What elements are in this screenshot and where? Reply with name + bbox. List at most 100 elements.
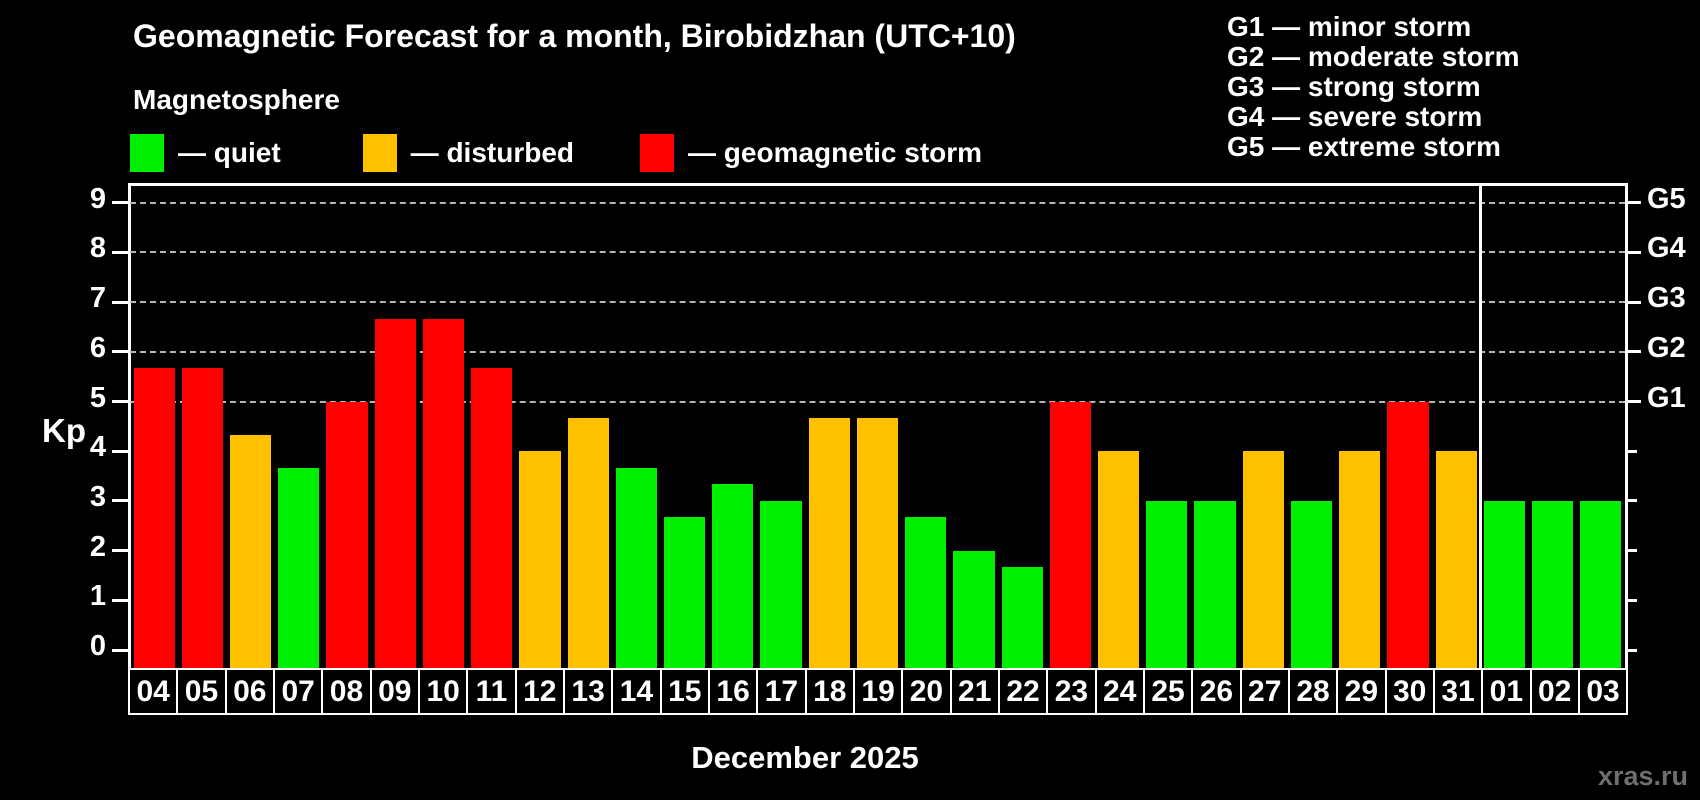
kp-bar-24: [1098, 451, 1140, 668]
date-cell-26: 26: [1193, 670, 1242, 713]
plot-area: [128, 183, 1628, 668]
date-cell-02: 02: [1532, 670, 1580, 713]
y-tick-7: [112, 300, 130, 304]
y-tick-label-8: 8: [89, 232, 106, 265]
y-tick-9: [112, 201, 130, 205]
date-cell-13: 13: [565, 670, 614, 713]
kp-bar-09: [374, 318, 416, 668]
date-cell-11: 11: [468, 670, 517, 713]
kp-bar-10: [422, 318, 465, 668]
kp-bar-18: [808, 417, 850, 668]
right-tick-6: [1625, 350, 1641, 354]
kp-bar-21: [953, 550, 995, 668]
kp-bar-02: [1532, 500, 1574, 668]
y-axis-title: Kp: [42, 412, 86, 449]
date-axis-row: 04 05 06 07 08 09 10 11 12 13 14 15 16 17 18 19 20 21 22 23…: [128, 668, 1628, 715]
y-tick-1: [112, 598, 130, 602]
y-tick-label-4: 4: [89, 431, 106, 464]
kp-bar-30: [1387, 401, 1429, 668]
kp-bar-04: [133, 368, 175, 668]
y-tick-0: [112, 648, 130, 652]
kp-bar-23: [1049, 401, 1091, 668]
date-cell-15: 15: [662, 670, 710, 713]
y-tick-label-9: 9: [89, 182, 106, 215]
right-tick-8: [1625, 250, 1641, 254]
kp-bar-29: [1339, 451, 1381, 668]
kp-bar-12: [519, 451, 561, 668]
kp-bar-20: [905, 517, 947, 668]
disturbed-legend-label: — disturbed: [410, 137, 575, 168]
grid-line-kp8: [130, 251, 1625, 254]
y-tick-6: [112, 350, 130, 354]
date-cell-07: 07: [275, 670, 324, 713]
y-tick-label-7: 7: [89, 282, 106, 315]
g-label-G2: G2: [1647, 331, 1686, 364]
y-tick-label-0: 0: [89, 630, 106, 662]
disturbed-swatch-icon: [362, 134, 397, 172]
kp-bar-25: [1146, 500, 1188, 668]
y-tick-4: [112, 449, 130, 453]
date-cell-31: 31: [1435, 670, 1484, 713]
date-cell-08: 08: [323, 670, 372, 713]
status-legend: — quiet — disturbed — geomagnetic storm: [130, 133, 982, 173]
g-label-G1: G1: [1647, 381, 1686, 414]
g-scale-legend: G1 — minor storm G2 — moderate storm G3 …: [1227, 12, 1520, 162]
date-cell-30: 30: [1387, 670, 1435, 713]
g5-legend-item: G5 — extreme storm: [1227, 131, 1501, 162]
y-tick-label-2: 2: [89, 530, 106, 563]
y-tick-3: [112, 499, 130, 503]
kp-bar-11: [471, 368, 513, 668]
g-label-G3: G3: [1647, 282, 1686, 315]
date-cell-10: 10: [420, 670, 469, 713]
date-cell-22: 22: [1000, 670, 1049, 713]
kp-bar-14: [615, 467, 657, 668]
chart-title: Geomagnetic Forecast for a month, Birobi…: [133, 18, 1016, 54]
watermark: xras.ru: [1597, 761, 1688, 791]
y-tick-label-1: 1: [89, 580, 106, 613]
right-tick-5: [1625, 400, 1641, 403]
g4-legend-item: G4 — severe storm: [1227, 101, 1483, 132]
right-tick-9: [1625, 201, 1641, 205]
date-cell-21: 21: [952, 670, 1000, 713]
date-cell-16: 16: [710, 670, 759, 713]
g2-legend-item: G2 — moderate storm: [1227, 41, 1520, 72]
kp-bar-28: [1290, 500, 1333, 668]
date-cell-05: 05: [178, 670, 227, 713]
g-label-G5: G5: [1647, 182, 1686, 215]
date-cell-29: 29: [1338, 670, 1387, 713]
date-cell-23: 23: [1048, 670, 1097, 713]
y-tick-label-6: 6: [89, 331, 106, 364]
kp-bar-03: [1580, 500, 1622, 668]
kp-bar-19: [856, 417, 899, 668]
right-tick-3: [1625, 499, 1637, 503]
grid-line-kp6: [130, 350, 1625, 353]
date-cell-20: 20: [903, 670, 952, 713]
y-tick-label-3: 3: [89, 480, 106, 513]
grid-line-kp7: [130, 301, 1625, 304]
y-tick-label-5: 5: [89, 381, 106, 414]
kp-bar-05: [181, 368, 223, 668]
kp-bar-26: [1194, 500, 1236, 668]
kp-bar-31: [1435, 451, 1477, 668]
date-cell-04: 04: [130, 670, 179, 713]
quiet-legend-label: — quiet: [178, 137, 281, 168]
right-tick-2: [1625, 549, 1637, 553]
quiet-swatch-icon: [130, 134, 164, 172]
right-tick-1: [1625, 598, 1637, 602]
grid-line-kp9: [130, 201, 1625, 204]
kp-bar-17: [760, 500, 802, 668]
kp-bar-22: [1001, 567, 1043, 668]
grid-line-kp5: [130, 400, 1625, 403]
date-cell-09: 09: [372, 670, 420, 713]
y-tick-5: [112, 400, 130, 403]
date-cell-19: 19: [855, 670, 904, 713]
date-cell-27: 27: [1242, 670, 1290, 713]
date-cell-14: 14: [613, 670, 662, 713]
date-cell-28: 28: [1290, 670, 1339, 713]
date-cell-01: 01: [1483, 670, 1532, 713]
y-tick-2: [112, 549, 130, 553]
date-cell-24: 24: [1097, 670, 1145, 713]
g1-legend-item: G1 — minor storm: [1227, 11, 1472, 42]
date-cell-17: 17: [758, 670, 807, 713]
